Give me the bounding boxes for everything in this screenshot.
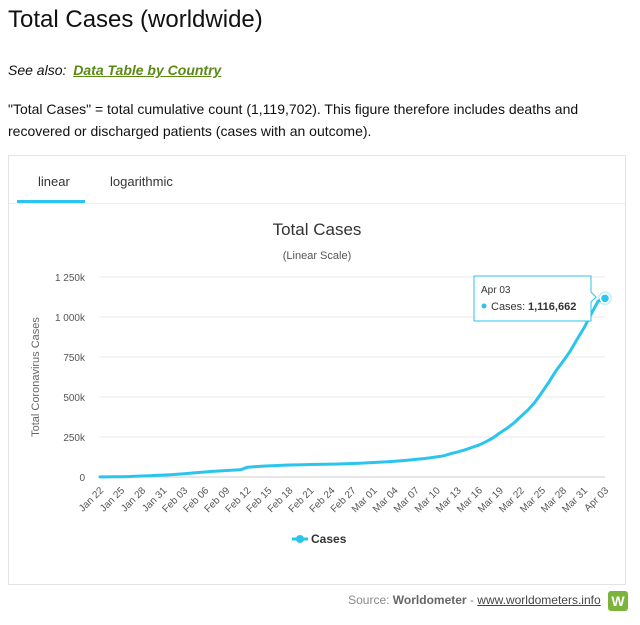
tooltip: Apr 03 Cases: 1,116,662 bbox=[473, 275, 597, 322]
source-url-link[interactable]: www.worldometers.info bbox=[477, 593, 601, 608]
chart-subtitle: (Linear Scale) bbox=[283, 250, 351, 262]
series-layer bbox=[98, 291, 612, 479]
y-tick-label: 1 250k bbox=[55, 273, 86, 284]
source-name: Worldometer bbox=[392, 593, 467, 608]
tab-logarithmic[interactable]: logarithmic bbox=[110, 174, 173, 189]
data-table-link[interactable]: Data Table by Country bbox=[73, 62, 222, 78]
x-tick-label: Apr 03 bbox=[583, 485, 612, 514]
series-line-cases bbox=[98, 296, 607, 479]
hover-point-apr-03 bbox=[599, 293, 611, 304]
y-tick-label: 0 bbox=[79, 473, 85, 484]
y-tick-label: 250k bbox=[63, 433, 86, 444]
y-tick-label: 750k bbox=[63, 353, 86, 364]
source-separator: - bbox=[469, 593, 474, 608]
source-line: Source: Worldometer - www.worldometers.i… bbox=[348, 591, 628, 611]
source-label: Source: bbox=[348, 593, 390, 608]
tabs-divider bbox=[9, 203, 625, 204]
chart-panel: linear logarithmic Total Cases (Linear S… bbox=[8, 155, 626, 585]
active-tab-indicator bbox=[17, 200, 85, 203]
tooltip-date: Apr 03 bbox=[481, 285, 511, 296]
tab-linear[interactable]: linear bbox=[38, 174, 70, 189]
tooltip-value: 1,116,662 bbox=[528, 301, 576, 313]
see-also-label: See also: bbox=[8, 62, 67, 78]
see-also-line: See also: Data Table by Country bbox=[8, 62, 221, 78]
tooltip-series-marker bbox=[481, 303, 487, 309]
chart-title: Total Cases bbox=[273, 220, 362, 239]
legend-label-cases[interactable]: Cases bbox=[311, 532, 347, 546]
page-title: Total Cases (worldwide) bbox=[8, 6, 263, 33]
tooltip-box bbox=[473, 275, 597, 322]
y-tick-label: 500k bbox=[63, 393, 86, 404]
legend[interactable]: Cases bbox=[292, 532, 347, 546]
description-text: "Total Cases" = total cumulative count (… bbox=[8, 101, 579, 139]
y-axis-ticks: 0 250k 500k 750k 1 000k 1 250k bbox=[55, 273, 86, 484]
tooltip-series-label: Cases: bbox=[491, 301, 525, 313]
y-tick-label: 1 000k bbox=[55, 313, 86, 324]
legend-swatch-marker bbox=[296, 535, 304, 543]
worldometer-logo-icon: W bbox=[608, 591, 628, 611]
line-chart: Total Cases (Linear Scale) Total Coronav… bbox=[30, 220, 612, 546]
y-axis-title: Total Coronavirus Cases bbox=[30, 317, 42, 437]
